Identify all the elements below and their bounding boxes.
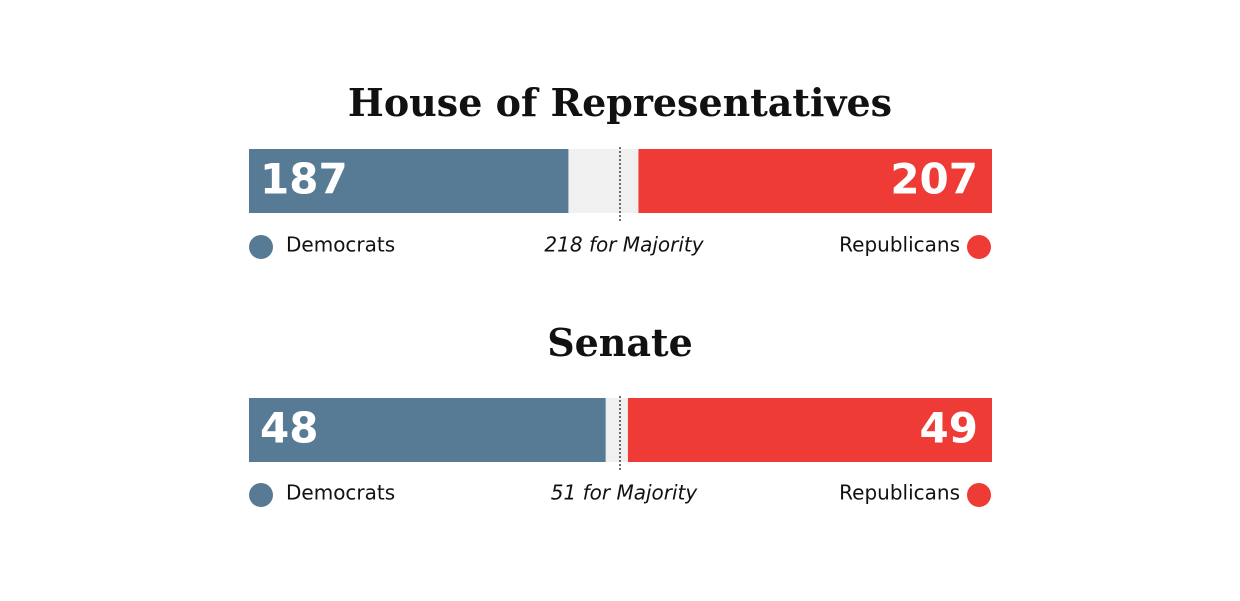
legend-label: Democrats (286, 233, 395, 257)
legend-swatch (249, 483, 273, 507)
data-label: 207 (890, 155, 978, 204)
legend-label: Democrats (286, 481, 395, 505)
legend-swatch (967, 235, 991, 259)
majority-label: 218 for Majority (544, 233, 704, 257)
data-label: 48 (260, 404, 318, 453)
majority-label: 51 for Majority (551, 481, 699, 505)
data-label: 187 (260, 155, 348, 204)
chart-title: House of Representatives (348, 80, 892, 125)
legend-label: Republicans (839, 481, 960, 505)
bar (638, 149, 992, 213)
legend-swatch (249, 235, 273, 259)
bar (627, 398, 992, 462)
chart-title: Senate (547, 320, 693, 365)
legend-swatch (967, 483, 991, 507)
data-label: 49 (920, 404, 978, 453)
bar (249, 398, 606, 462)
legend-label: Republicans (839, 233, 960, 257)
bar (249, 149, 569, 213)
